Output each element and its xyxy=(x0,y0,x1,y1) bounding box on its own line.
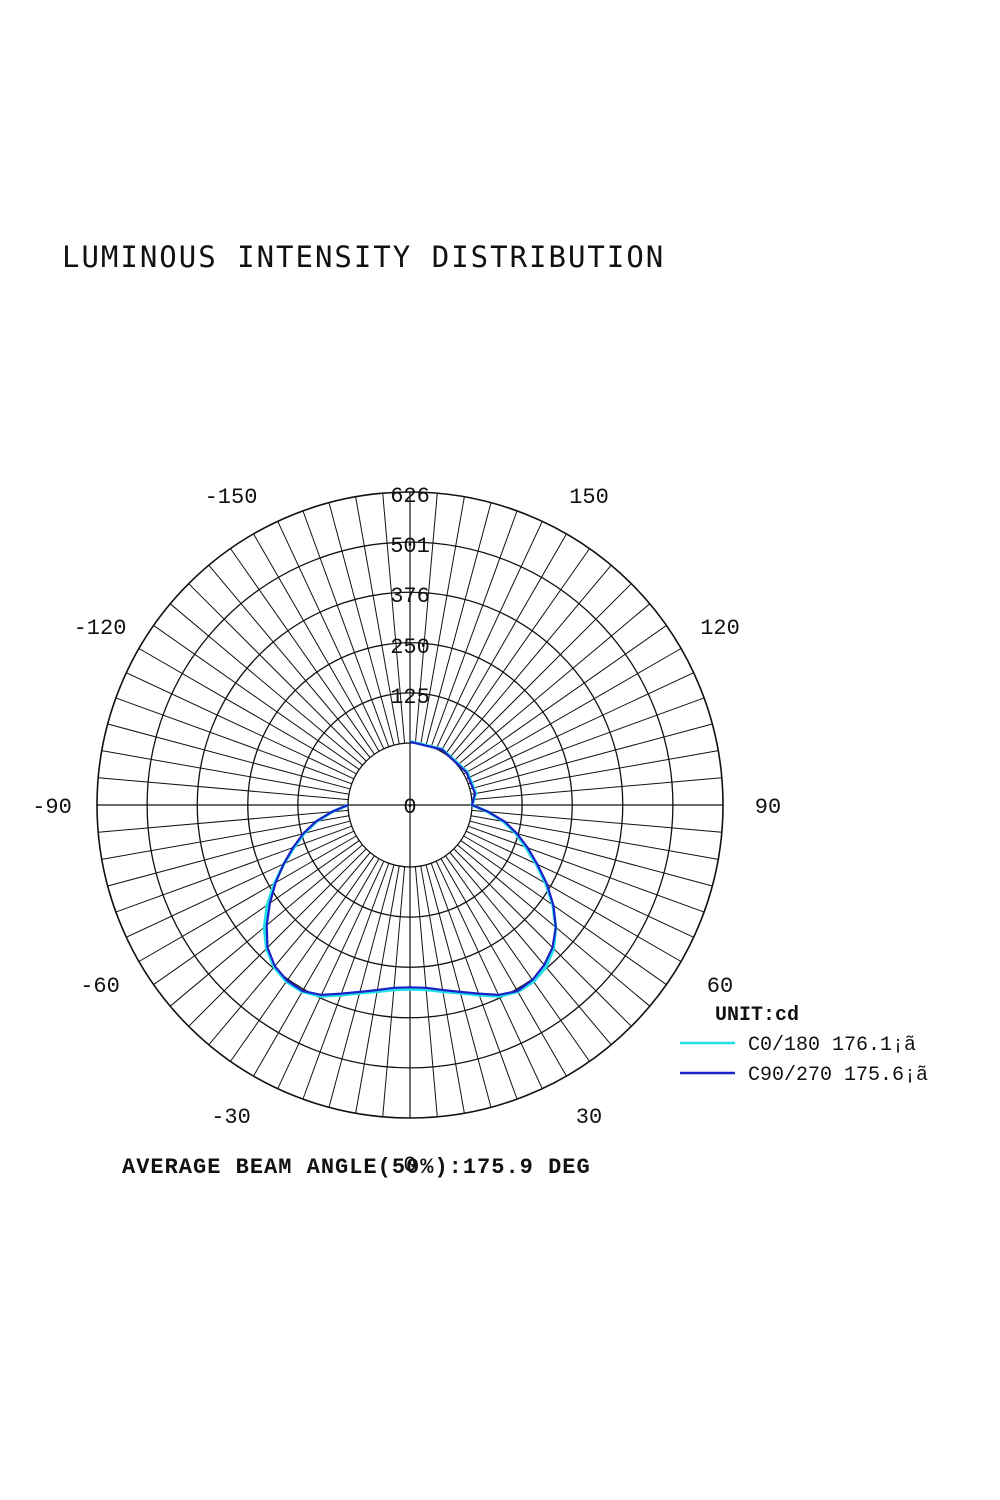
grid-spoke xyxy=(468,697,705,785)
grid-spoke xyxy=(253,858,380,1077)
grid-spoke xyxy=(460,625,667,770)
grid-ring xyxy=(297,692,523,918)
grid-spoke xyxy=(253,533,380,752)
grid-spoke xyxy=(98,809,349,833)
grid-spoke xyxy=(457,844,651,1007)
grid-spoke xyxy=(460,840,667,985)
radial-tick-label: 0 xyxy=(403,795,416,820)
grid-spoke xyxy=(328,502,395,746)
chart-title: LUMINOUS INTENSITY DISTRIBUTION xyxy=(62,240,666,274)
grid-spoke xyxy=(453,848,632,1027)
grid-spoke xyxy=(101,750,350,795)
grid-spoke xyxy=(138,648,357,775)
grid-spoke xyxy=(465,830,694,938)
grid-spoke xyxy=(382,493,406,744)
grid-spoke xyxy=(115,825,352,913)
grid-spoke xyxy=(449,564,612,758)
grid-spoke xyxy=(445,855,590,1062)
legend-entry: C0/180 176.1¡ã xyxy=(748,1034,916,1057)
radial-tick-label: 376 xyxy=(390,584,430,609)
angle-label: -120 xyxy=(74,616,127,641)
grid-spoke xyxy=(153,840,360,985)
grid-spoke xyxy=(277,860,385,1089)
grid-spoke xyxy=(107,723,351,790)
grid-spoke xyxy=(453,583,632,762)
grid-spoke xyxy=(430,510,518,747)
grid-spoke xyxy=(414,866,438,1117)
angle-label: 150 xyxy=(569,485,609,510)
grid-spoke xyxy=(414,493,438,744)
angle-label: 60 xyxy=(707,974,733,999)
unit-label: UNIT:cd xyxy=(715,1004,799,1027)
angle-label: -60 xyxy=(80,974,120,999)
grid-spoke xyxy=(449,852,612,1046)
grid-spoke xyxy=(107,820,351,887)
grid-spoke xyxy=(465,672,694,780)
grid-spoke xyxy=(101,815,350,860)
grid-spoke xyxy=(115,697,352,785)
grid-spoke xyxy=(468,825,705,913)
angle-label: -30 xyxy=(211,1105,251,1130)
grid-spoke xyxy=(382,866,406,1117)
grid-spoke xyxy=(328,864,395,1108)
grid-spoke xyxy=(471,777,722,801)
angle-label: -150 xyxy=(205,485,258,510)
grid-spoke xyxy=(435,521,543,750)
grid-spoke xyxy=(469,723,713,790)
grid-spoke xyxy=(463,648,682,775)
grid-spoke xyxy=(302,510,390,747)
grid-ring xyxy=(247,642,573,968)
grid-spoke xyxy=(463,835,682,962)
angle-label: 0 xyxy=(403,1153,416,1178)
grid-spoke xyxy=(138,835,357,962)
grid-spoke xyxy=(435,860,543,1089)
grid-spoke xyxy=(440,533,567,752)
grid-spoke xyxy=(445,548,590,755)
grid-spoke xyxy=(425,502,492,746)
radial-tick-label: 250 xyxy=(390,635,430,660)
chart-legend: UNIT:cd C0/180 176.1¡ã C90/270 175.6¡ã xyxy=(680,1004,928,1087)
grid-spoke xyxy=(430,863,518,1100)
grid-spoke xyxy=(169,603,363,766)
grid-spoke xyxy=(188,848,367,1027)
legend-entry: C90/270 175.6¡ã xyxy=(748,1064,928,1087)
grid-spoke xyxy=(440,858,567,1077)
grid-spoke xyxy=(471,809,722,833)
grid-spoke xyxy=(230,855,375,1062)
grid-spoke xyxy=(425,864,492,1108)
grid-spoke xyxy=(126,672,355,780)
grid-spoke xyxy=(420,496,465,745)
grid-spoke xyxy=(302,863,390,1100)
grid-spoke xyxy=(98,777,349,801)
angle-label: 120 xyxy=(700,616,740,641)
angle-label: 90 xyxy=(755,795,781,820)
grid-spoke xyxy=(153,625,360,770)
grid-spoke xyxy=(470,750,719,795)
grid-ring xyxy=(196,591,624,1019)
grid-spoke xyxy=(277,521,385,750)
radial-tick-label: 501 xyxy=(390,534,430,559)
grid-ring xyxy=(96,491,724,1119)
grid-spoke xyxy=(355,496,400,745)
angle-label: 30 xyxy=(576,1105,602,1130)
grid-spoke xyxy=(457,603,651,766)
grid-spoke xyxy=(230,548,375,755)
grid-spoke xyxy=(208,852,371,1046)
radial-tick-label: 125 xyxy=(390,685,430,710)
angle-label: -90 xyxy=(32,795,72,820)
grid-spoke xyxy=(469,820,713,887)
beam-angle-annotation: AVERAGE BEAM ANGLE(50%):175.9 DEG xyxy=(122,1155,591,1180)
chart-labels: 0 125 250 376 501 626 0 30 60 90 120 150 -30 -60 -90 -1… xyxy=(32,484,781,1178)
series-curve-1 xyxy=(265,740,557,996)
intensity-curves xyxy=(262,739,558,998)
grid-ring xyxy=(146,541,674,1069)
grid-spoke xyxy=(126,830,355,938)
radial-tick-label: 626 xyxy=(390,484,430,509)
grid-spoke xyxy=(470,815,719,860)
grid-spoke xyxy=(188,583,367,762)
polar-grid xyxy=(96,491,724,1119)
grid-spoke xyxy=(208,564,371,758)
